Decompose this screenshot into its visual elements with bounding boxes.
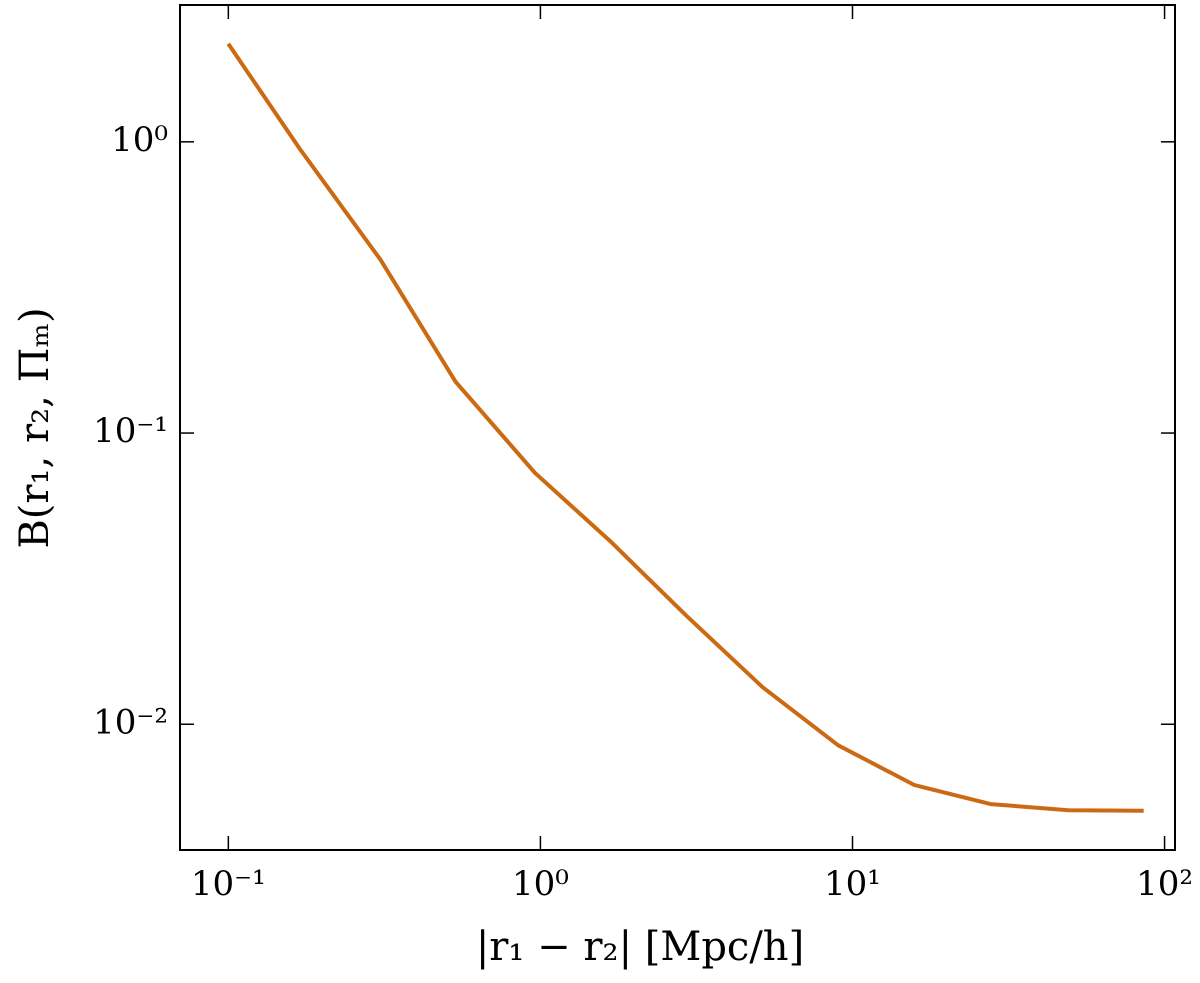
- x-tick-label: 10⁻¹: [191, 864, 266, 904]
- data-line: [226, 42, 1144, 813]
- y-tick-label: 10⁻²: [93, 702, 168, 742]
- y-tick-label: 10⁰: [111, 120, 168, 160]
- x-tick-label: 10²: [1136, 864, 1193, 904]
- y-axis-title: B(r₁, r₂, Πₘ): [12, 307, 58, 548]
- x-axis-title: |r₁ − r₂| [Mpc/h]: [476, 924, 804, 970]
- x-tick-label: 10¹: [824, 864, 881, 904]
- x-tick-label: 10⁰: [512, 864, 569, 904]
- y-tick-label: 10⁻¹: [93, 411, 168, 451]
- plot-frame: [179, 4, 1176, 851]
